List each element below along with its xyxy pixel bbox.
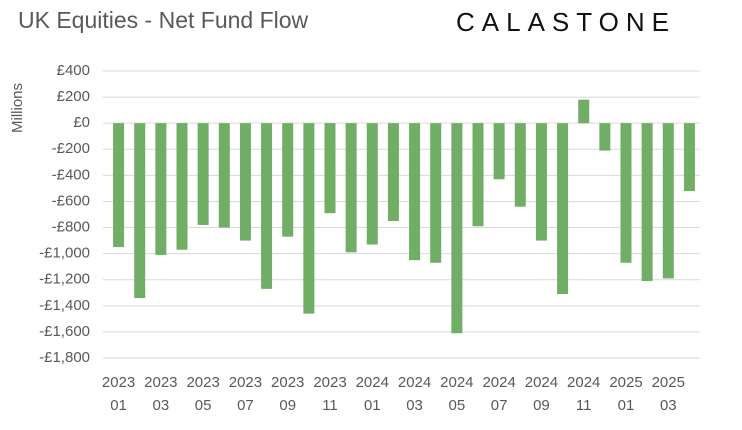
x-tick-label: 2024 11	[567, 374, 600, 414]
bar	[239, 123, 251, 241]
x-tick-label: 2025 03	[652, 374, 685, 414]
bar	[620, 123, 632, 263]
y-tick-label: -£1,400	[39, 297, 90, 314]
bar	[366, 123, 378, 245]
bar	[197, 123, 209, 225]
bar	[599, 123, 611, 151]
bar	[176, 123, 188, 250]
x-tick-label: 2024 07	[482, 374, 515, 414]
bar	[113, 123, 125, 248]
y-tick-label: -£1,000	[39, 245, 90, 262]
x-tick-label: 2024 01	[356, 374, 389, 414]
x-tick-label: 2023 11	[313, 374, 346, 414]
y-tick-label: £400	[57, 62, 90, 79]
x-tick-label: 2023 05	[186, 374, 219, 414]
bar	[430, 123, 442, 263]
y-tick-label: -£800	[52, 219, 90, 236]
bar	[578, 99, 590, 124]
bar	[303, 123, 315, 314]
bar	[451, 123, 463, 334]
x-tick-label: 2023 07	[229, 374, 262, 414]
bar	[218, 123, 230, 228]
logo: CALASTONE	[456, 7, 676, 37]
y-tick-label: -£1,600	[39, 323, 90, 340]
x-tick-label: 2025 01	[609, 374, 642, 414]
bar	[472, 123, 484, 227]
y-tick-label: -£600	[52, 192, 90, 209]
bar	[387, 123, 399, 222]
x-tick-label: 2024 05	[440, 374, 473, 414]
bar	[409, 123, 421, 261]
bar	[345, 123, 357, 253]
x-tick-label: 2024 03	[398, 374, 431, 414]
x-tick-label: 2023 03	[144, 374, 177, 414]
bar	[261, 123, 273, 289]
bar	[514, 123, 526, 207]
y-tick-label: £0	[73, 114, 90, 131]
y-tick-label: -£200	[52, 140, 90, 157]
bar	[535, 123, 547, 241]
bar	[557, 123, 569, 295]
bar	[282, 123, 294, 237]
x-tick-label: 2024 09	[525, 374, 558, 414]
y-axis-label: Millions	[9, 83, 26, 133]
bar	[493, 123, 505, 180]
bar	[641, 123, 653, 282]
y-tick-label: -£1,800	[39, 349, 90, 366]
y-tick-label: -£1,200	[39, 271, 90, 288]
bar	[324, 123, 336, 214]
chart-title: UK Equities - Net Fund Flow	[18, 7, 309, 33]
x-tick-label: 2023 09	[271, 374, 304, 414]
x-tick-label: 2023 01	[102, 374, 135, 414]
bar	[155, 123, 167, 255]
y-tick-label: £200	[57, 88, 90, 105]
bar	[662, 123, 674, 279]
bar	[134, 123, 146, 298]
y-tick-label: -£400	[52, 166, 90, 183]
bar	[683, 123, 695, 192]
